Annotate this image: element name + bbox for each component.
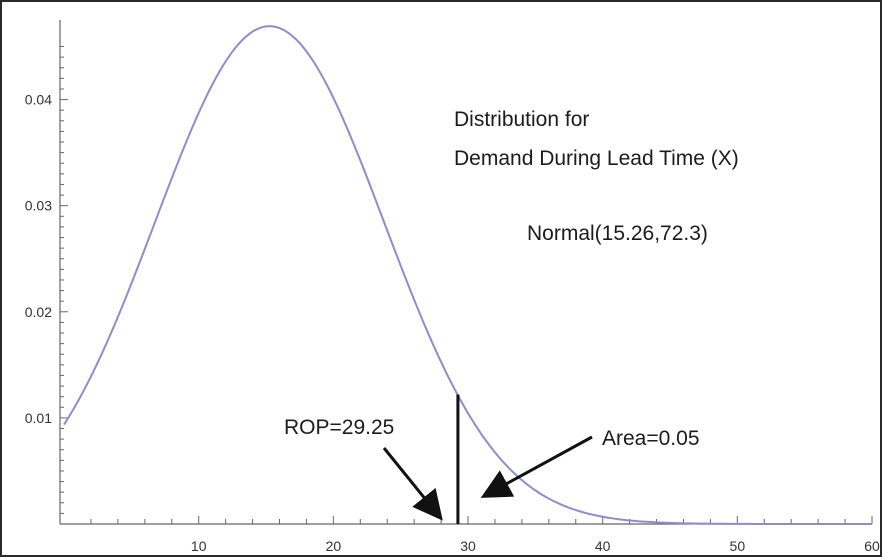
x-tick-label-40: 40 bbox=[595, 538, 611, 554]
title-line-2: Demand During Lead Time (X) bbox=[454, 147, 739, 170]
distribution-label: Normal(15.26,72.3) bbox=[527, 222, 708, 245]
normal-curve-line bbox=[63, 25, 872, 525]
title-line-1: Distribution for bbox=[454, 108, 589, 131]
x-tick-label-60: 60 bbox=[864, 538, 880, 554]
rop-arrow bbox=[382, 447, 443, 521]
x-tick-label-50: 50 bbox=[730, 538, 746, 554]
x-tick-label-20: 20 bbox=[326, 538, 342, 554]
area-arrow bbox=[480, 435, 593, 498]
y-tick-label-0.04: 0.04 bbox=[25, 92, 52, 108]
rop-label: ROP=29.25 bbox=[284, 416, 394, 439]
y-tick-label-0.03: 0.03 bbox=[25, 198, 52, 214]
area-label: Area=0.05 bbox=[602, 427, 700, 450]
y-tick-label-0.02: 0.02 bbox=[25, 304, 52, 320]
x-tick-label-30: 30 bbox=[460, 538, 476, 554]
y-tick-label-0.01: 0.01 bbox=[25, 410, 52, 426]
x-tick-label-10: 10 bbox=[191, 538, 207, 554]
